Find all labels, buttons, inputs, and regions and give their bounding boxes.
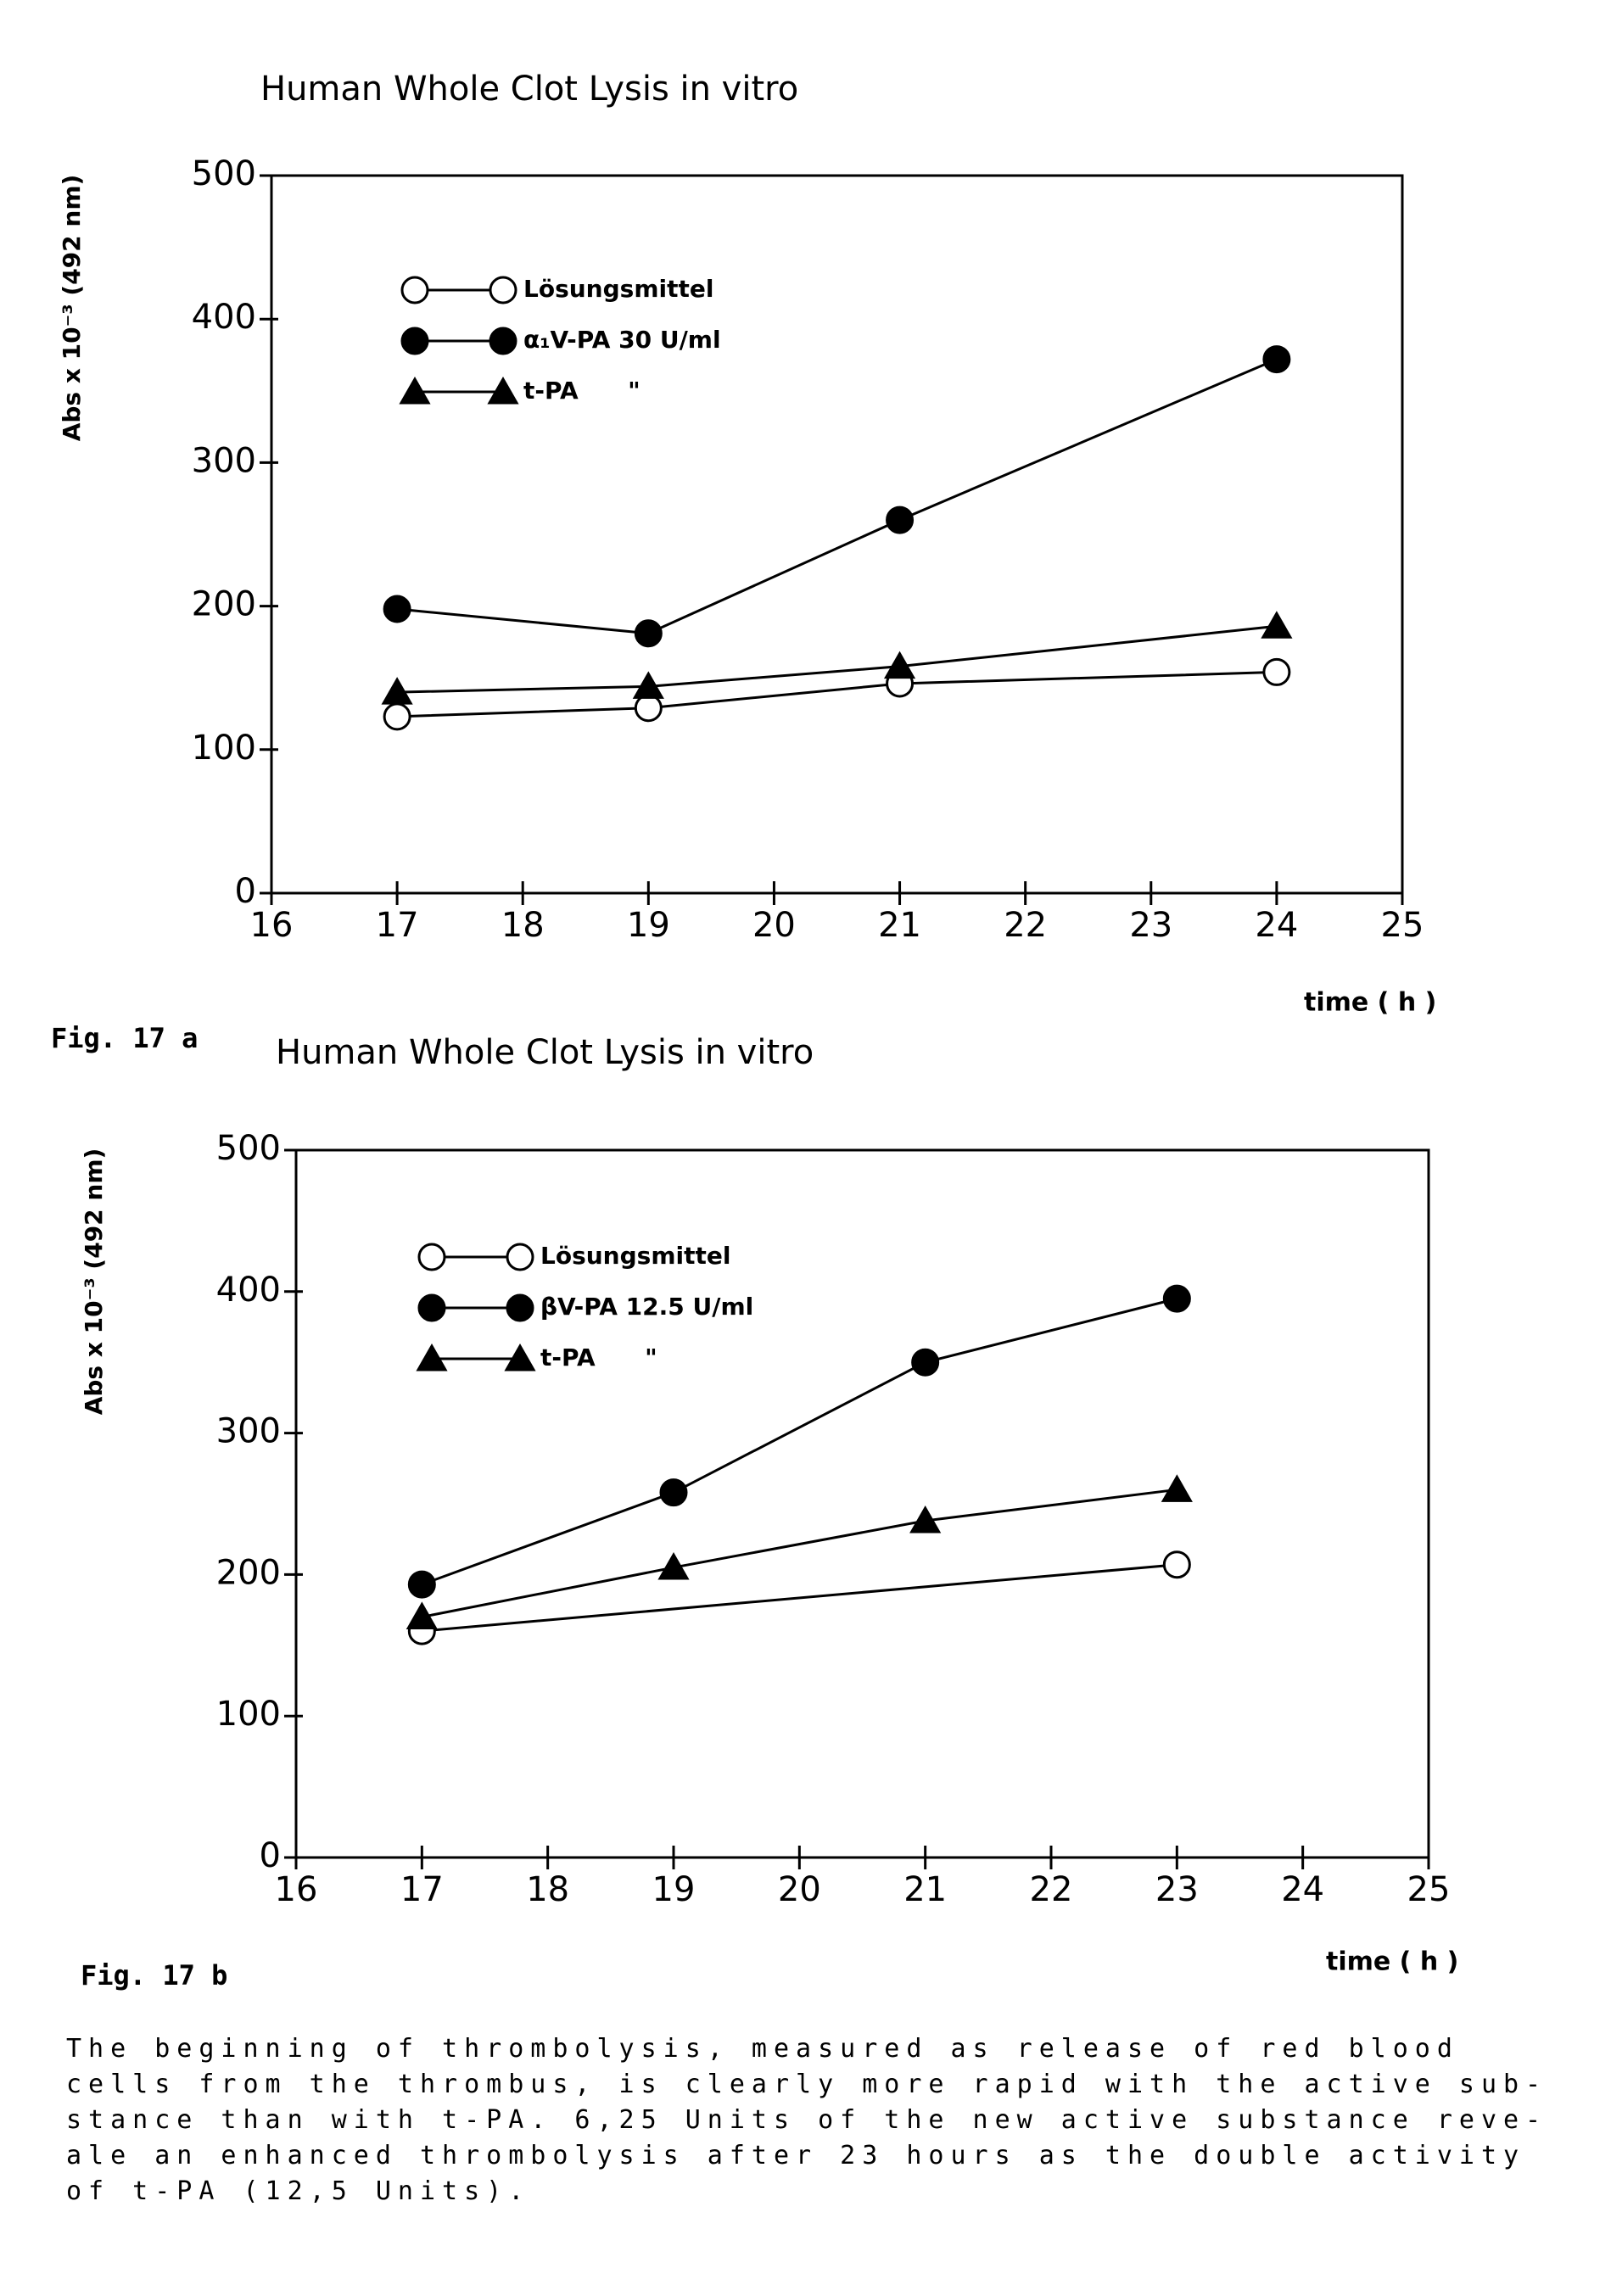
data-point — [661, 1480, 686, 1506]
y-tick-label: 500 — [192, 154, 256, 193]
chart: Human Whole Clot Lysis in vitro Fig. 17 b… — [80, 1033, 1458, 1992]
legend-label: Lösungsmittel — [523, 275, 713, 303]
chart-title: Human Whole Clot Lysis in vitro — [260, 70, 798, 109]
y-tick-label: 0 — [260, 1836, 281, 1875]
x-tick-label: 21 — [878, 906, 921, 945]
legend-label: t-PA " — [523, 377, 640, 405]
chart: Human Whole Clot Lysis in vitro Fig. 17 a… — [51, 70, 1436, 1054]
series-line — [422, 1299, 1177, 1584]
legend-label: t-PA " — [540, 1344, 657, 1371]
caption-line: stance than with t-PA. 6,25 Units of the… — [66, 2105, 1547, 2135]
x-tick-label: 20 — [778, 1870, 821, 1909]
data-point — [635, 696, 661, 721]
x-tick-label: 18 — [501, 906, 545, 945]
data-point — [1164, 1286, 1189, 1311]
caption: The beginning of thrombolysis, measured … — [66, 2034, 1547, 2206]
x-tick-label: 22 — [1004, 906, 1047, 945]
caption-line: of t-PA (12,5 Units). — [66, 2176, 530, 2206]
series-line — [397, 626, 1277, 692]
x-tick-label: 22 — [1030, 1870, 1073, 1909]
caption-line: cells from the thrombus, is clearly more… — [66, 2070, 1547, 2099]
x-tick-label: 21 — [903, 1870, 947, 1909]
plot-frame — [271, 176, 1402, 893]
data-point — [1263, 613, 1290, 637]
x-tick-label: 25 — [1381, 906, 1424, 945]
legend-marker — [419, 1244, 445, 1270]
figure-label: Fig. 17 a — [51, 1022, 198, 1054]
x-tick-label: 18 — [526, 1870, 569, 1909]
series-line — [422, 1565, 1177, 1631]
x-tick-label: 19 — [627, 906, 670, 945]
y-tick-label: 300 — [216, 1412, 281, 1451]
series-line — [397, 672, 1277, 716]
legend-marker — [507, 1244, 533, 1270]
data-point — [384, 596, 410, 622]
y-tick-label: 500 — [216, 1129, 281, 1168]
legend-marker — [507, 1295, 533, 1321]
y-tick-label: 400 — [192, 298, 256, 337]
y-tick-label: 400 — [216, 1271, 281, 1310]
x-tick-label: 23 — [1129, 906, 1172, 945]
data-point — [635, 621, 661, 646]
legend-label: α₁V-PA 30 U/ml — [523, 326, 721, 354]
legend-label: βV-PA 12.5 U/ml — [540, 1293, 753, 1321]
y-tick-label: 0 — [235, 872, 256, 911]
x-tick-label: 16 — [275, 1870, 318, 1909]
data-point — [1264, 659, 1289, 684]
y-axis-label: Abs x 10⁻³ (492 nm) — [80, 1148, 108, 1416]
y-tick-label: 200 — [192, 585, 256, 624]
data-point — [887, 507, 913, 533]
caption-line: The beginning of thrombolysis, measured … — [66, 2034, 1459, 2064]
y-tick-label: 200 — [216, 1553, 281, 1592]
y-tick-label: 300 — [192, 441, 256, 480]
legend-marker — [419, 1295, 445, 1321]
data-point — [1163, 1477, 1190, 1500]
legend-marker — [490, 328, 516, 354]
legend-marker — [402, 328, 428, 354]
x-tick-label: 19 — [652, 1870, 696, 1909]
data-point — [1164, 1552, 1189, 1578]
data-point — [409, 1572, 434, 1597]
x-axis-label: time ( h ) — [1304, 988, 1436, 1018]
x-axis-label: time ( h ) — [1326, 1947, 1458, 1977]
legend-marker — [490, 277, 516, 303]
chart-title: Human Whole Clot Lysis in vitro — [276, 1033, 814, 1072]
x-tick-label: 17 — [376, 906, 419, 945]
x-tick-label: 23 — [1155, 1870, 1199, 1909]
x-tick-label: 20 — [752, 906, 796, 945]
legend-label: Lösungsmittel — [540, 1242, 730, 1270]
data-point — [384, 704, 410, 729]
y-tick-label: 100 — [192, 729, 256, 768]
figure-label: Fig. 17 b — [81, 1959, 227, 1992]
x-tick-label: 24 — [1281, 1870, 1324, 1909]
legend-marker — [402, 277, 428, 303]
x-tick-label: 24 — [1255, 906, 1298, 945]
caption-line: ale an enhanced thrombolysis after 23 ho… — [66, 2141, 1525, 2170]
data-point — [913, 1349, 938, 1375]
x-tick-label: 16 — [250, 906, 294, 945]
x-tick-label: 17 — [400, 1870, 444, 1909]
y-tick-label: 100 — [216, 1695, 281, 1734]
data-point — [1264, 347, 1289, 372]
y-axis-label: Abs x 10⁻³ (492 nm) — [58, 175, 86, 442]
x-tick-label: 25 — [1407, 1870, 1451, 1909]
